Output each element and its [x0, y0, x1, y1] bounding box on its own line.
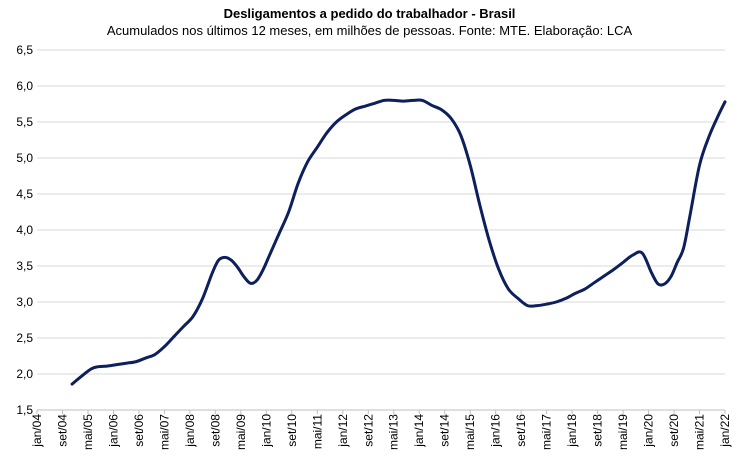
x-tick-label: mai/05: [81, 414, 95, 450]
gridlines: [37, 49, 725, 375]
y-tick-label: 1,5: [16, 403, 33, 417]
chart-subtitle: Acumulados nos últimos 12 meses, em milh…: [106, 23, 633, 38]
x-tick-label: set/20: [667, 414, 681, 447]
x-tick-label: mai/21: [693, 414, 707, 450]
x-tick-label: mai/17: [540, 414, 554, 450]
series-line: [70, 98, 727, 386]
x-tick-label: set/12: [361, 414, 375, 447]
x-tick-label: jan/08: [183, 414, 197, 448]
x-tick-label: jan/18: [565, 414, 579, 448]
y-tick-label: 5,5: [16, 115, 33, 129]
x-tick-label: set/06: [132, 414, 146, 447]
x-tick-label: mai/13: [387, 414, 401, 450]
chart-title: Desligamentos a pedido do trabalhador - …: [223, 6, 516, 21]
y-tick-label: 4,0: [16, 223, 33, 237]
series-lines: [70, 98, 727, 386]
x-tick-label: mai/15: [463, 414, 477, 450]
x-tick-label: mai/19: [616, 414, 630, 450]
x-tick-label: jan/14: [412, 414, 426, 448]
y-tick-label: 4,5: [16, 187, 33, 201]
y-tick-label: 6,5: [16, 43, 33, 57]
x-axis-tick-labels: jan/04 set/04 mai/05 jan/06 set/06 mai/07 jan/…: [30, 414, 732, 450]
x-tick-label: jan/16: [489, 414, 503, 448]
x-tick-label: set/04: [55, 414, 69, 447]
y-tick-label: 3,5: [16, 259, 33, 273]
x-tick-label: set/18: [591, 414, 605, 447]
axes: [36, 409, 726, 414]
x-tick-label: set/08: [208, 414, 222, 447]
x-tick-label: jan/12: [336, 414, 350, 448]
x-tick-label: jan/20: [642, 414, 656, 448]
x-tick-label: set/14: [438, 414, 452, 447]
x-tick-label: jan/04: [30, 414, 44, 448]
y-tick-label: 6,0: [16, 79, 33, 93]
x-tick-label: mai/09: [234, 414, 248, 450]
y-tick-label: 2,5: [16, 331, 33, 345]
y-tick-label: 3,0: [16, 295, 33, 309]
x-tick-label: mai/07: [157, 414, 171, 450]
y-axis-tick-labels: 1,5 2,0 2,5 3,0 3,5 4,0 4,5 5,0 5,5 6,0 6,5: [16, 43, 33, 417]
x-tick-label: mai/11: [310, 414, 324, 449]
x-tick-label: jan/06: [106, 414, 120, 448]
y-tick-label: 2,0: [16, 367, 33, 381]
x-tick-label: set/16: [514, 414, 528, 447]
x-tick-label: set/10: [285, 414, 299, 447]
y-tick-label: 5,0: [16, 151, 33, 165]
x-tick-label: jan/10: [259, 414, 273, 448]
x-tick-label: jan/22: [718, 414, 732, 448]
